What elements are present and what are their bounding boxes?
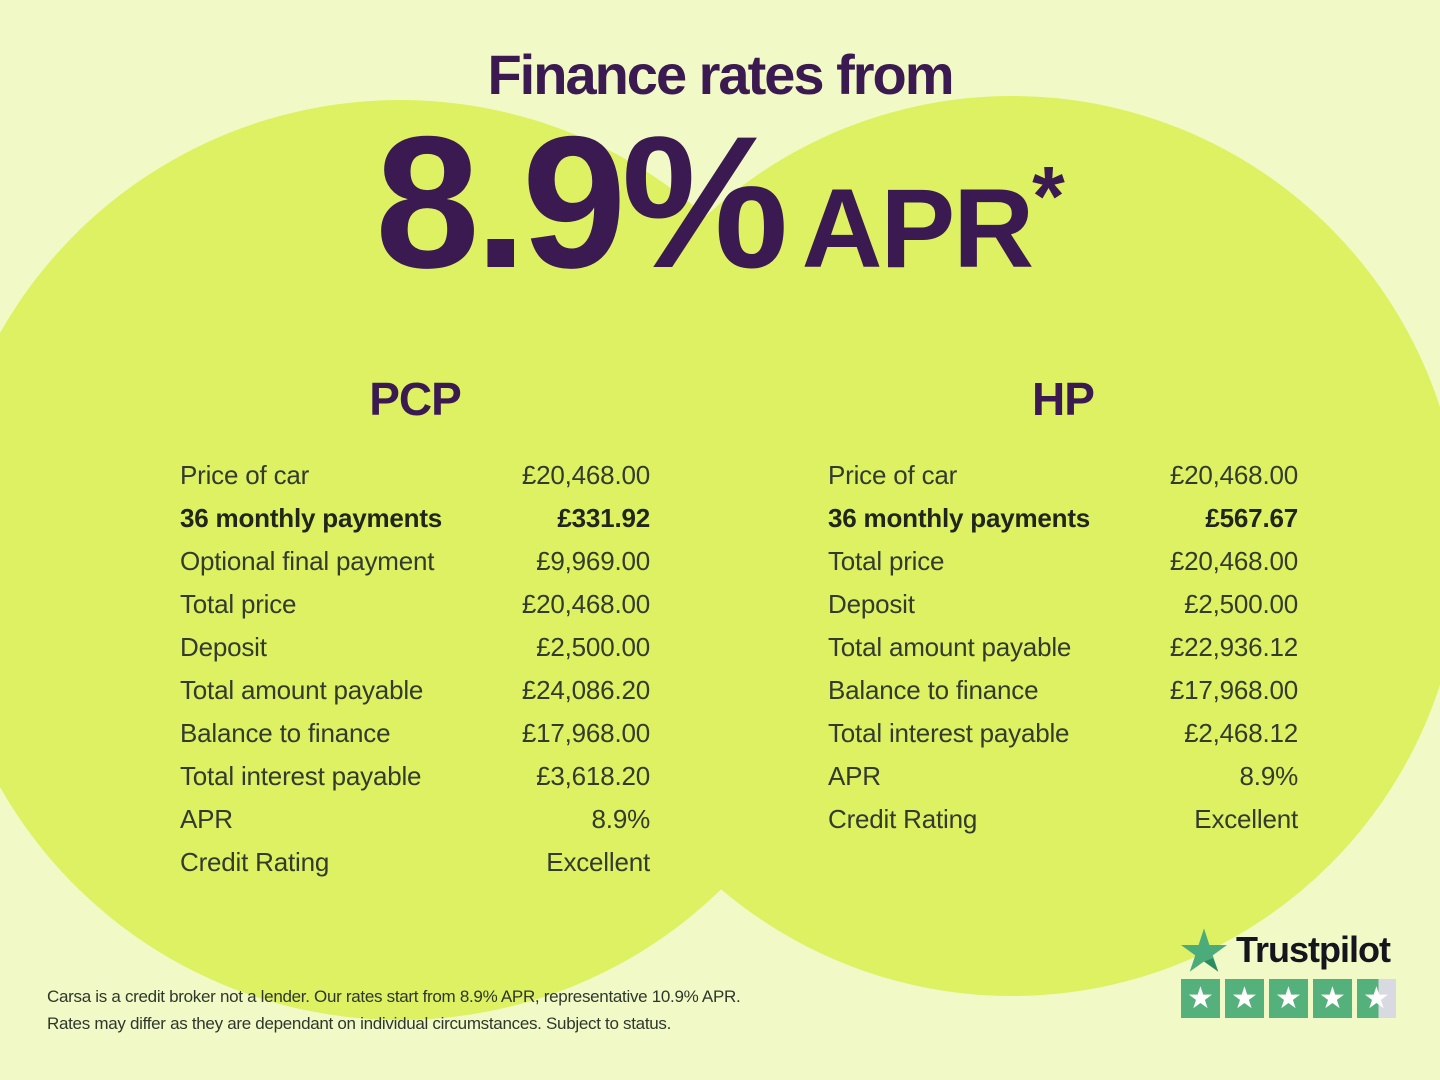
table-row: Total amount payable £22,936.12: [828, 626, 1298, 669]
trustpilot-star: ★: [1181, 979, 1220, 1018]
pcp-table-title: PCP: [369, 373, 462, 425]
trustpilot-brand-text: Trustpilot: [1236, 929, 1391, 970]
table-row: Price of car £20,468.00: [828, 454, 1298, 497]
row-label: APR: [828, 761, 881, 791]
table-row: Deposit £2,500.00: [180, 626, 650, 669]
row-label: Deposit: [828, 589, 915, 619]
trustpilot-star: ★: [1225, 979, 1264, 1018]
row-value: £20,468.00: [521, 589, 650, 619]
trustpilot-star: ★: [1313, 979, 1352, 1018]
row-label: Credit Rating: [180, 847, 330, 877]
row-value: 8.9%: [1239, 761, 1299, 791]
table-row: APR 8.9%: [828, 755, 1298, 798]
table-row: Deposit £2,500.00: [828, 583, 1298, 626]
row-value: £17,968.00: [1169, 675, 1298, 705]
row-label: 36 monthly payments: [828, 503, 1091, 533]
table-row: Total interest payable £2,468.12: [828, 712, 1298, 755]
row-value: £20,468.00: [521, 460, 650, 490]
table-row: Total price £20,468.00: [828, 540, 1298, 583]
trustpilot-star-rating: ★ ★ ★ ★ ★: [1181, 979, 1396, 1018]
row-value: £20,468.00: [1169, 546, 1298, 576]
trustpilot-star: ★: [1269, 979, 1308, 1018]
row-label: APR: [180, 804, 233, 834]
table-row: Total price £20,468.00: [180, 583, 650, 626]
row-value: £9,969.00: [536, 546, 650, 576]
star-glyph: ★: [1275, 980, 1302, 1016]
hp-table-title: HP: [1032, 373, 1095, 425]
table-row: Price of car £20,468.00: [180, 454, 650, 497]
row-value: £567.67: [1205, 503, 1298, 533]
pcp-table: PCP Price of car £20,468.00 36 monthly pay…: [180, 372, 650, 884]
row-label: Price of car: [180, 460, 310, 490]
table-row: 36 monthly payments £331.92: [180, 497, 650, 540]
table-row: Credit Rating Excellent: [828, 798, 1298, 841]
row-value: Excellent: [1194, 804, 1298, 834]
row-value: £3,618.20: [536, 761, 650, 791]
table-row: Balance to finance £17,968.00: [828, 669, 1298, 712]
background-circle-right: [562, 96, 1440, 996]
rate-value: 8.9%: [375, 97, 789, 307]
table-row: Optional final payment £9,969.00: [180, 540, 650, 583]
row-value: £22,936.12: [1169, 632, 1298, 662]
row-label: Deposit: [180, 632, 267, 662]
row-label: Total amount payable: [180, 675, 424, 705]
star-glyph: ★: [1363, 980, 1390, 1016]
row-value: 8.9%: [591, 804, 651, 834]
row-value: £2,500.00: [1184, 589, 1298, 619]
row-label: 36 monthly payments: [180, 503, 443, 533]
row-label: Total price: [828, 546, 945, 576]
row-value: Excellent: [546, 847, 650, 877]
row-value: £20,468.00: [1169, 460, 1298, 490]
table-row: Total interest payable £3,618.20: [180, 755, 650, 798]
table-row: APR 8.9%: [180, 798, 650, 841]
row-label: Optional final payment: [180, 546, 435, 576]
row-label: Total interest payable: [180, 761, 422, 791]
row-label: Total interest payable: [828, 718, 1070, 748]
disclaimer-text: Carsa is a credit broker not a lender. O…: [47, 983, 741, 1037]
row-label: Balance to finance: [180, 718, 391, 748]
row-value: £331.92: [557, 503, 650, 533]
row-label: Total price: [180, 589, 297, 619]
star-glyph: ★: [1319, 980, 1346, 1016]
headline-rate: 8.9% APR *: [375, 97, 1065, 307]
pcp-table-rows: Price of car £20,468.00 36 monthly payment…: [180, 454, 650, 884]
row-label: Total amount payable: [828, 632, 1072, 662]
page-title: Finance rates from: [487, 43, 954, 106]
star-glyph: ★: [1231, 980, 1258, 1016]
row-value: £2,500.00: [536, 632, 650, 662]
trustpilot-badge: Trustpilot ★ ★ ★ ★ ★: [1181, 928, 1396, 1018]
row-value: £17,968.00: [521, 718, 650, 748]
disclaimer-line-1: Carsa is a credit broker not a lender. O…: [47, 987, 741, 1006]
disclaimer-line-2: Rates may differ as they are dependant o…: [47, 1014, 672, 1033]
table-row: Credit Rating Excellent: [180, 841, 650, 884]
star-glyph: ★: [1187, 980, 1214, 1016]
row-label: Credit Rating: [828, 804, 978, 834]
row-label: Price of car: [828, 460, 958, 490]
trustpilot-logo: Trustpilot: [1181, 928, 1391, 972]
hp-table-rows: Price of car £20,468.00 36 monthly payment…: [828, 454, 1298, 841]
hp-table: HP Price of car £20,468.00 36 monthly paym…: [828, 372, 1298, 841]
row-value: £2,468.12: [1184, 718, 1298, 748]
trustpilot-star-icon: [1181, 928, 1227, 972]
table-row: 36 monthly payments £567.67: [828, 497, 1298, 540]
apr-label: APR: [801, 166, 1034, 291]
table-row: Total amount payable £24,086.20: [180, 669, 650, 712]
trustpilot-star: ★: [1357, 979, 1396, 1018]
table-row: Balance to finance £17,968.00: [180, 712, 650, 755]
row-label: Balance to finance: [828, 675, 1039, 705]
row-value: £24,086.20: [521, 675, 650, 705]
